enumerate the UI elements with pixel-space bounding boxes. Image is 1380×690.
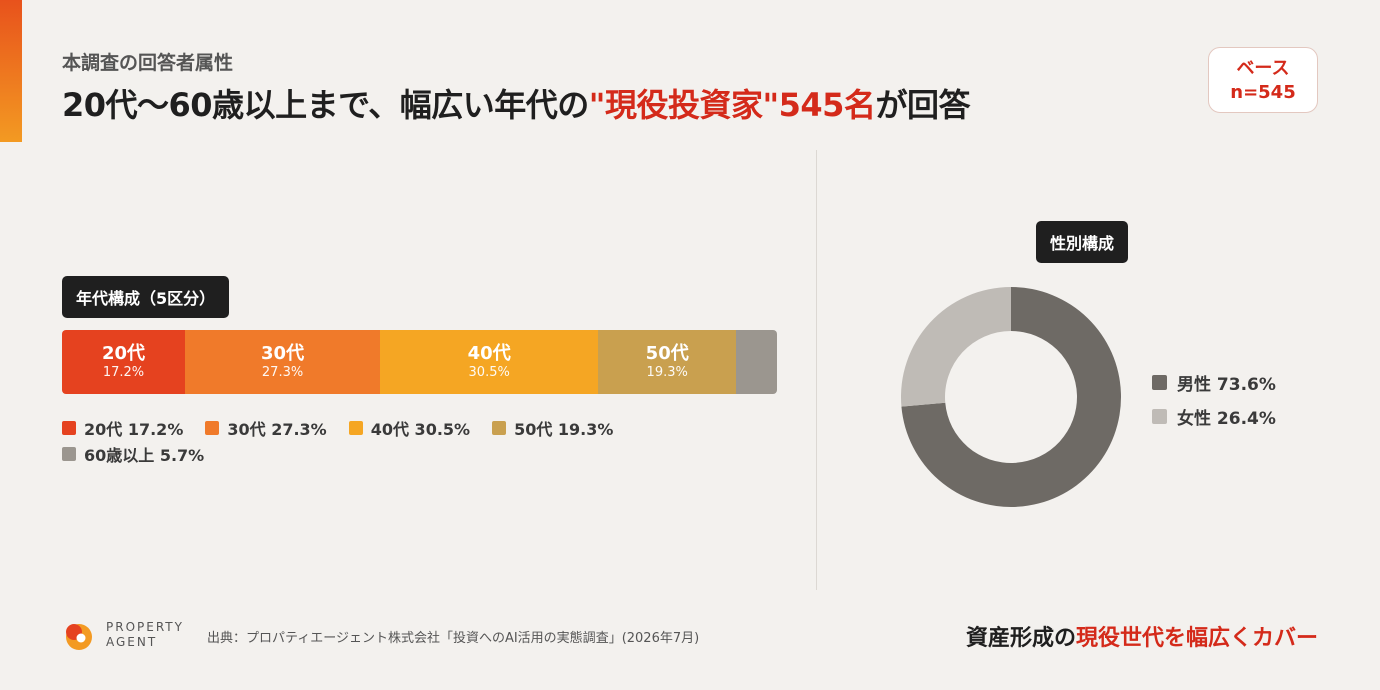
gender-legend-male: 男性 73.6% bbox=[1152, 370, 1276, 395]
age-legend-item: 30代 27.3% bbox=[205, 416, 327, 440]
logo-wordmark: PROPERTY AGENT bbox=[106, 620, 184, 650]
segment-value-label: 27.3% bbox=[261, 365, 304, 380]
age-legend-row-2: 60歳以上 5.7% bbox=[62, 442, 204, 466]
age-bar-segment: 30代 27.3% bbox=[184, 330, 381, 394]
property-agent-logo bbox=[66, 624, 92, 650]
page-subtitle: 本調査の回答者属性 bbox=[62, 52, 234, 74]
accent-bar bbox=[0, 0, 22, 142]
legend-swatch bbox=[62, 447, 76, 461]
legend-label: 60歳以上 5.7% bbox=[84, 446, 205, 465]
legend-swatch bbox=[348, 421, 363, 435]
legend-label: 20代 17.2% bbox=[84, 420, 184, 439]
base-badge-label: ベース bbox=[1236, 58, 1290, 79]
age-bar-segment bbox=[736, 330, 777, 394]
age-legend-item: 20代 17.2% bbox=[62, 416, 183, 440]
segment-value-label: 19.3% bbox=[646, 365, 688, 380]
gender-donut-chart bbox=[901, 287, 1121, 507]
age-bar-segment: 50代 19.3% bbox=[598, 330, 737, 394]
segment-category-label: 30代 bbox=[261, 343, 305, 364]
tagline: 資産形成の現役世代を幅広くカバー bbox=[966, 620, 1318, 652]
logo-line-2: AGENT bbox=[106, 635, 158, 649]
title-prefix: 20代〜60歳以上まで、幅広い年代の bbox=[62, 86, 589, 124]
segment-category-label: 20代 bbox=[101, 343, 146, 364]
source-citation: 出典：プロパティエージェント株式会社「投資へのAI活用の実態調査」(2026年7… bbox=[207, 631, 700, 646]
age-stacked-bar: 20代 17.2% 30代 27.3% 40代 30.5% 50代 19.3% bbox=[62, 330, 777, 394]
age-bar-segment: 40代 30.5% bbox=[380, 330, 599, 394]
age-legend-row-1: 20代 17.2% 30代 27.3% 40代 30.5% 50代 19.3% bbox=[62, 416, 613, 440]
donut-slice bbox=[901, 287, 1121, 507]
tagline-prefix: 資産形成の bbox=[965, 626, 1076, 651]
legend-swatch bbox=[62, 421, 76, 435]
gender-legend-female: 女性 26.4% bbox=[1152, 404, 1276, 429]
legend-swatch bbox=[1152, 409, 1167, 424]
title-suffix: が回答 bbox=[875, 86, 970, 124]
age-chart-title: 年代構成（5区分） bbox=[62, 276, 230, 318]
gender-chart-title: 性別構成 bbox=[1036, 221, 1129, 263]
logo-line-1: PROPERTY bbox=[106, 620, 184, 634]
title-highlight: "現役投資家"545名 bbox=[588, 86, 876, 124]
base-badge: ベース n=545 bbox=[1208, 47, 1318, 113]
legend-swatch bbox=[205, 421, 220, 435]
segment-value-label: 30.5% bbox=[468, 365, 510, 380]
section-divider bbox=[816, 150, 817, 590]
donut-slice bbox=[901, 287, 1011, 407]
base-badge-count: n=545 bbox=[1230, 82, 1296, 103]
page-title: 20代〜60歳以上まで、幅広い年代の"現役投資家"545名が回答 bbox=[62, 80, 970, 126]
segment-value-label: 17.2% bbox=[102, 365, 145, 380]
segment-category-label: 50代 bbox=[645, 343, 689, 364]
age-legend-item: 40代 30.5% bbox=[348, 416, 471, 440]
legend-label: 40代 30.5% bbox=[370, 420, 471, 439]
age-bar-segment: 20代 17.2% bbox=[62, 330, 185, 394]
age-legend-item: 50代 19.3% bbox=[492, 416, 613, 440]
legend-label: 女性 26.4% bbox=[1177, 409, 1276, 429]
age-legend-item: 60歳以上 5.7% bbox=[62, 442, 204, 466]
legend-swatch bbox=[492, 421, 507, 435]
legend-label: 50代 19.3% bbox=[514, 420, 614, 439]
legend-swatch bbox=[1152, 375, 1167, 390]
segment-category-label: 40代 bbox=[467, 343, 511, 364]
legend-label: 男性 73.6% bbox=[1177, 375, 1276, 395]
tagline-highlight: 現役世代を幅広くカバー bbox=[1075, 626, 1318, 651]
legend-label: 30代 27.3% bbox=[227, 420, 327, 439]
